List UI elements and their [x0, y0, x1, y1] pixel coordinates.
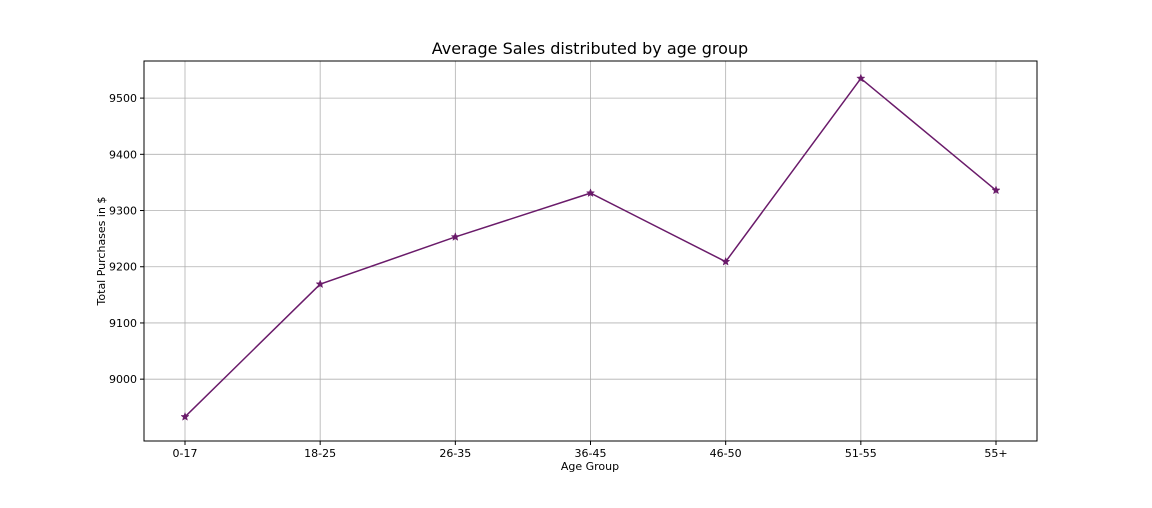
data-point-star: [315, 279, 325, 289]
y-axis-ticks: 9000 9100 9200 9300 9400 9500: [109, 92, 144, 386]
x-tick-label: 0-17: [173, 447, 198, 460]
x-tick-label: 36-45: [575, 447, 607, 460]
x-tick-label: 51-55: [845, 447, 877, 460]
x-axis-label: Age Group: [561, 460, 619, 473]
x-tick-label: 55+: [984, 447, 1007, 460]
data-point-star: [991, 185, 1001, 195]
x-tick-label: 26-35: [439, 447, 471, 460]
data-point-star: [721, 256, 731, 266]
data-point-star: [856, 73, 866, 83]
y-tick-label: 9100: [109, 317, 137, 330]
y-tick-label: 9000: [109, 373, 137, 386]
y-tick-label: 9200: [109, 261, 137, 274]
data-point-star: [450, 232, 460, 241]
series-line: [180, 73, 1001, 421]
data-point-star: [585, 188, 596, 198]
chart-title: Average Sales distributed by age group: [432, 39, 748, 58]
y-tick-label: 9400: [109, 148, 137, 161]
x-axis-ticks: 0-17 18-25 26-35 36-45 46-50 51-55 55+: [173, 441, 1008, 460]
data-point-star: [180, 411, 190, 421]
x-tick-label: 18-25: [304, 447, 336, 460]
y-tick-label: 9500: [109, 92, 137, 105]
grid-lines: [144, 61, 1037, 441]
y-axis-label: Total Purchases in $: [95, 197, 108, 307]
y-tick-label: 9300: [109, 205, 137, 218]
x-tick-label: 46-50: [710, 447, 742, 460]
